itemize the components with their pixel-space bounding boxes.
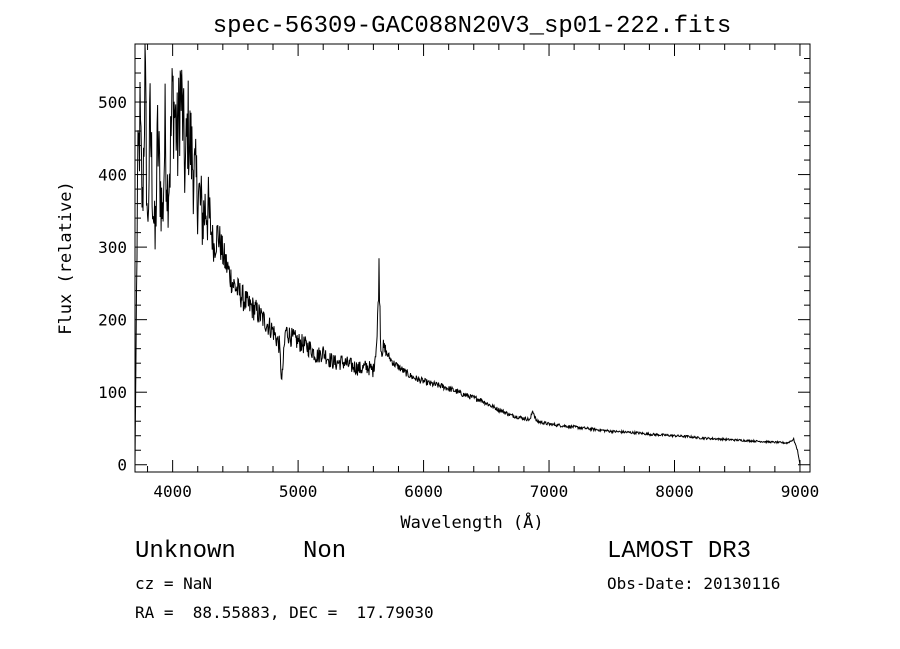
- obs-date-text: Obs-Date: 20130116: [607, 574, 781, 593]
- redshift-text: cz = NaN: [135, 574, 213, 593]
- x-tick-label: 4000: [153, 482, 192, 501]
- x-tick-label: 8000: [655, 482, 694, 501]
- survey-label: LAMOST DR3: [607, 538, 752, 565]
- y-tick-label: 100: [98, 383, 127, 402]
- coordinates-text: RA = 88.55883, DEC = 17.79030: [135, 603, 434, 622]
- x-tick-label: 7000: [530, 482, 569, 501]
- y-axis-label: Flux (relative): [56, 181, 76, 335]
- subclass-label: Non: [303, 538, 347, 565]
- spectrum-series-line: [134, 43, 801, 465]
- y-tick-label: 400: [98, 166, 127, 185]
- axis-ticks: [135, 44, 810, 472]
- x-tick-label: 6000: [404, 482, 443, 501]
- y-tick-label: 0: [117, 456, 127, 475]
- plot-frame: [134, 43, 811, 473]
- y-tick-label: 300: [98, 238, 127, 257]
- x-axis-label: Wavelength (Å): [400, 511, 543, 533]
- y-tick-label: 500: [98, 93, 127, 112]
- x-tick-labels: 4000 5000 6000 7000 8000 9000: [153, 482, 819, 501]
- chart-title: spec-56309-GAC088N20V3_sp01-222.fits: [213, 13, 731, 40]
- y-tick-labels: 0 100 200 300 400 500: [98, 93, 127, 475]
- x-tick-label: 9000: [781, 482, 820, 501]
- x-tick-label: 5000: [279, 482, 318, 501]
- object-class-label: Unknown: [135, 538, 236, 565]
- y-tick-label: 200: [98, 311, 127, 330]
